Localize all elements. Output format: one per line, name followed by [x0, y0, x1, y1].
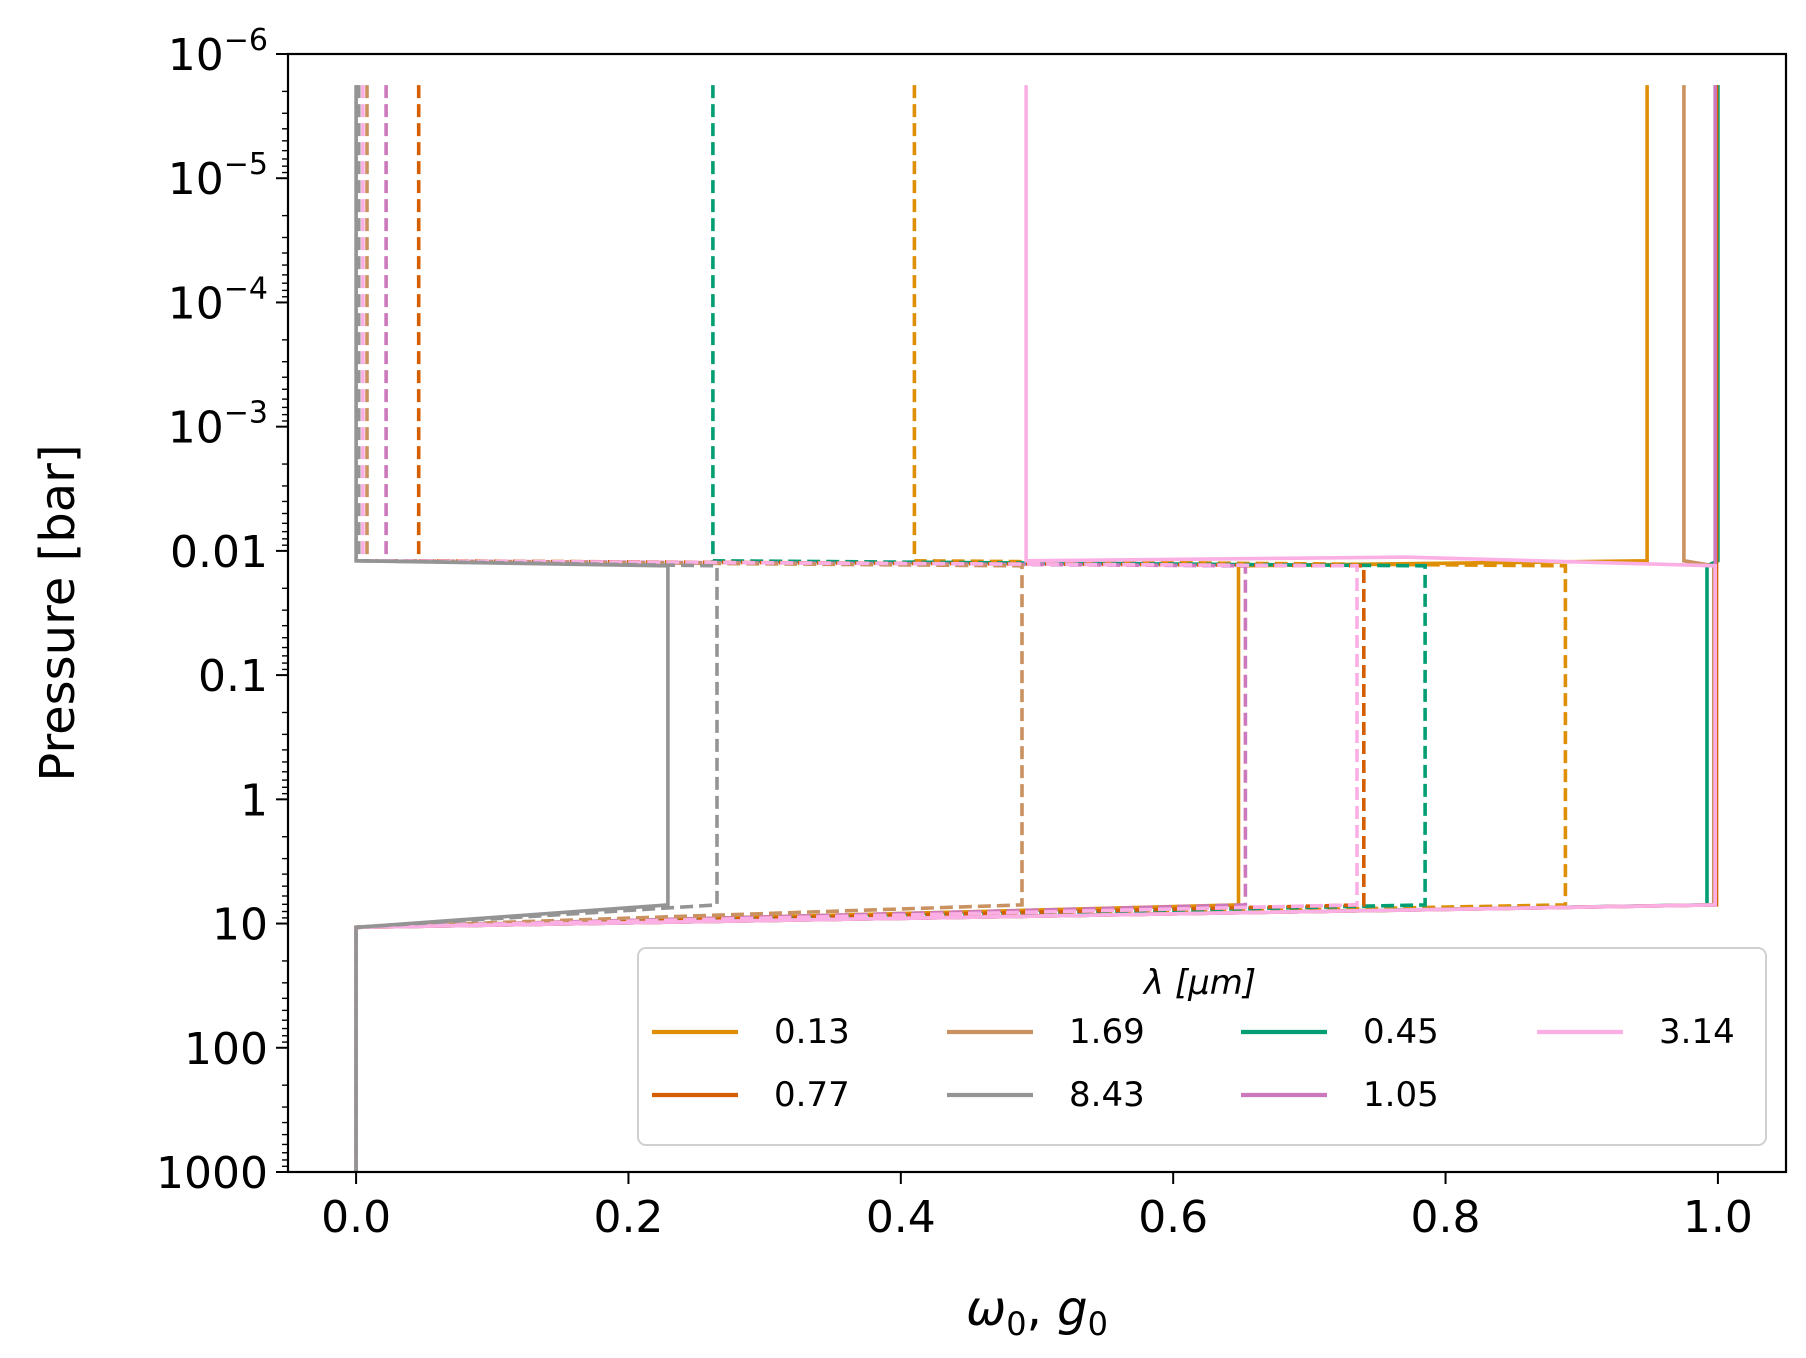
legend-label-3.14: 3.14: [1659, 1012, 1735, 1052]
series-8.43-solid-line: [354, 85, 670, 1172]
y-tick-label-1: 1: [240, 775, 268, 826]
y-tick-label-1000: 1000: [156, 1148, 268, 1199]
x-label-omega: ω: [966, 1281, 1006, 1337]
legend-title: λ [μm]: [1142, 963, 1256, 1003]
y-tick-exponent: −5: [224, 147, 268, 182]
y-tick-label-100: 100: [184, 1024, 268, 1075]
legend-entry-0.45: 0.45: [1241, 1012, 1439, 1052]
x-tick-label-0.0: 0.0: [321, 1192, 391, 1243]
y-tick-exponent: −6: [224, 23, 268, 58]
y-tick-label-1e-5: 10−5: [168, 147, 268, 205]
legend-label-0.13: 0.13: [774, 1012, 850, 1052]
legend-entry-0.77: 0.77: [652, 1075, 850, 1115]
series-8.43: [354, 85, 719, 1172]
legend-label-8.43: 8.43: [1069, 1075, 1145, 1115]
tick-labels-layer: 0.0 0.2 0.4 0.6 0.8 1.010−610−510−410−30.010.…: [156, 23, 1753, 1243]
legend-label-0.45: 0.45: [1363, 1012, 1439, 1052]
series-layer: [354, 85, 1720, 1172]
series-0.13-dashed-line: [354, 85, 1568, 1172]
y-tick-base: 10: [168, 403, 224, 454]
legend-label-0.77: 0.77: [774, 1075, 850, 1115]
legend-box: [637, 947, 1767, 1146]
x-label-sub-2: 0: [1088, 1305, 1108, 1343]
y-tick-exponent: −3: [224, 396, 268, 431]
x-axis-label: ω0, g0: [966, 1281, 1108, 1343]
legend-entry-1.05: 1.05: [1241, 1075, 1439, 1115]
y-tick-exponent: −4: [224, 271, 268, 306]
legend-entry-0.13: 0.13: [652, 1012, 850, 1052]
x-tick-label-0.2: 0.2: [593, 1192, 663, 1243]
y-tick-label-0.01: 0.01: [170, 527, 268, 578]
legend-label-1.05: 1.05: [1363, 1075, 1439, 1115]
legend-entries: 0.13 0.77 1.69 8.43 0.45 1.05 3.14: [652, 1012, 1735, 1115]
y-tick-label-1e-6: 10−6: [168, 23, 268, 81]
legend-entry-3.14: 3.14: [1537, 1012, 1735, 1052]
plot-frame: [286, 52, 1788, 1174]
y-tick-label-0.1: 0.1: [198, 651, 268, 702]
x-tick-label-0.6: 0.6: [1138, 1192, 1208, 1243]
legend: λ [μm] 0.13 0.77 1.69 8.43 0.45 1.05 3.14: [637, 947, 1767, 1146]
legend-label-1.69: 1.69: [1069, 1012, 1145, 1052]
y-tick-label-1e-4: 10−4: [168, 271, 268, 329]
x-tick-label-0.8: 0.8: [1411, 1192, 1481, 1243]
x-tick-label-1.0: 1.0: [1683, 1192, 1753, 1243]
x-tick-label-0.4: 0.4: [866, 1192, 936, 1243]
legend-entry-1.69: 1.69: [947, 1012, 1145, 1052]
y-tick-base: 10: [168, 154, 224, 205]
x-label-sep: ,: [1027, 1281, 1058, 1337]
x-label-g: g: [1057, 1281, 1087, 1337]
y-axis-label: Pressure [bar]: [30, 444, 86, 781]
ticks-layer: [276, 53, 1719, 1184]
y-tick-label-1e-3: 10−3: [168, 396, 268, 454]
y-tick-base: 10: [168, 278, 224, 329]
legend-entry-8.43: 8.43: [947, 1075, 1145, 1115]
series-0.45-dashed-line: [354, 85, 1427, 1172]
x-label-sub-1: 0: [1006, 1305, 1026, 1343]
y-tick-label-10: 10: [212, 900, 268, 951]
y-tick-base: 10: [168, 30, 224, 81]
